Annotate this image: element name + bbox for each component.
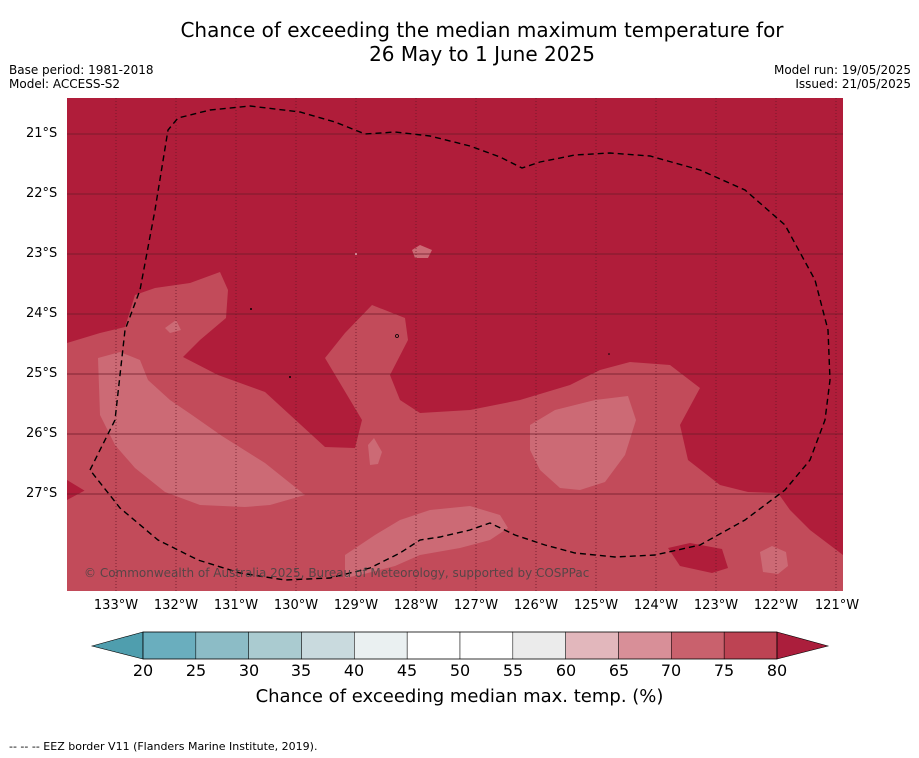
island-marker: [289, 376, 291, 378]
colorbar-tick: 55: [502, 661, 524, 680]
lat-label: 23°S: [26, 246, 58, 261]
colorbar-tick: 65: [608, 661, 630, 680]
colorbar-label: Chance of exceeding median max. temp. (%…: [255, 686, 664, 707]
colorbar-tick: 60: [555, 661, 577, 680]
colorbar-cell: [301, 631, 355, 660]
chart-title: Chance of exceeding the median maximum t…: [0, 18, 919, 66]
lon-label: 131°W: [213, 598, 259, 613]
colorbar-tick: 25: [185, 661, 207, 680]
lon-label: 129°W: [333, 598, 379, 613]
colorbar-frame: [142, 631, 778, 660]
lon-label: 133°W: [93, 598, 139, 613]
lon-label: 124°W: [633, 598, 679, 613]
colorbar-cell: [512, 631, 566, 660]
base-period-text: Base period: 1981-2018: [9, 63, 154, 77]
colorbar-tick: 45: [396, 661, 418, 680]
island-marker: [608, 353, 610, 355]
grid: [67, 133, 843, 495]
colorbar-cell: [459, 631, 514, 660]
lon-label: 128°W: [393, 598, 439, 613]
metadata-right: Model run: 19/05/2025 Issued: 21/05/2025: [774, 63, 911, 91]
region-70: [368, 438, 382, 465]
colorbar-tick: 50: [449, 661, 471, 680]
model-run-text: Model run: 19/05/2025: [773, 63, 911, 77]
colorbar-cell: [723, 631, 778, 660]
colorbar-tick: 70: [660, 661, 682, 680]
colorbar-cell: [565, 631, 619, 660]
title-line-2: 26 May to 1 June 2025: [369, 42, 595, 66]
colorbar-cell: [618, 631, 672, 660]
issued-text: Issued: 21/05/2025: [795, 77, 911, 91]
colorbar-tick: 75: [713, 661, 735, 680]
lat-label: 25°S: [26, 366, 58, 381]
lat-label: 24°S: [26, 306, 58, 321]
lat-label: 26°S: [26, 426, 58, 441]
colorbar-tick: 30: [238, 661, 260, 680]
colorbar: [90, 631, 830, 660]
colorbar-tick: 20: [132, 661, 154, 680]
model-text: Model: ACCESS-S2: [9, 77, 121, 91]
island-marker: [395, 334, 399, 338]
lat-label: 27°S: [26, 486, 58, 501]
lon-label: 125°W: [573, 598, 619, 613]
grid: [115, 98, 837, 591]
region-70: [165, 320, 181, 333]
lat-label: 21°S: [26, 126, 58, 141]
lon-label: 130°W: [273, 598, 319, 613]
region-75: [67, 272, 843, 591]
region-80: [668, 543, 728, 573]
metadata-left: Base period: 1981-2018 Model: ACCESS-S2: [9, 63, 154, 91]
lon-label: 132°W: [153, 598, 199, 613]
lon-label: 127°W: [453, 598, 499, 613]
lon-label: 126°W: [513, 598, 559, 613]
island-marker: [250, 308, 252, 310]
lon-label: 123°W: [693, 598, 739, 613]
colorbar-cell: [142, 631, 197, 660]
colorbar-tick: 80: [766, 661, 788, 680]
title-line-1: Chance of exceeding the median maximum t…: [180, 18, 784, 42]
colorbar-tick: 40: [343, 661, 365, 680]
region-70: [412, 245, 432, 258]
eez-border: [89, 105, 831, 581]
eez-footnote: -- -- -- EEZ border V11 (Flanders Marine…: [9, 740, 318, 753]
colorbar-cell: [195, 631, 249, 660]
region-70: [760, 546, 788, 574]
lon-label: 121°W: [814, 598, 860, 613]
region-70: [530, 396, 636, 490]
lat-label: 22°S: [26, 186, 58, 201]
region-70: [98, 352, 305, 507]
colorbar-over-arrow: [776, 631, 830, 660]
colorbar-cell: [406, 631, 461, 660]
colorbar-tick: 35: [290, 661, 312, 680]
colorbar-cell: [248, 631, 302, 660]
map-panel: © Commonwealth of Australia 2025, Bureau…: [67, 98, 843, 591]
colorbar-cell: [354, 631, 408, 660]
copyright-text: © Commonwealth of Australia 2025, Bureau…: [84, 566, 589, 580]
colorbar-under-arrow: [90, 631, 144, 660]
colorbar-cell: [671, 631, 725, 660]
island-marker: [355, 253, 357, 255]
lon-label: 122°W: [753, 598, 799, 613]
